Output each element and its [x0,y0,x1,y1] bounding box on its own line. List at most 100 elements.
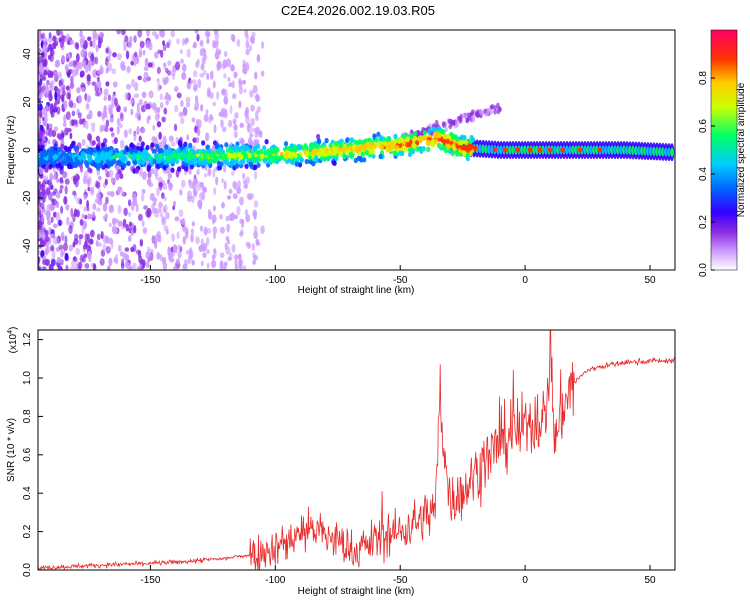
spectrogram-cell [153,136,158,142]
spectrogram-cell [102,243,107,252]
spectrogram-cell [56,237,60,245]
spectrogram-cell [490,104,495,110]
spectrogram-cell [185,230,189,239]
spectrogram-cell [201,140,206,146]
spectrogram-cell [53,40,57,50]
spectrogram-cell [311,148,316,155]
spectrogram-cell [267,150,272,156]
spectrogram-cell [577,147,583,153]
spectrogram-cell [69,82,75,90]
spectrogram-cell [101,110,106,116]
spectrogram-cell [86,245,92,252]
spectrogram-cell [232,193,238,200]
spectrogram-cell [61,54,66,64]
spectrogram-cell [141,188,146,194]
spectrogram-cell [62,90,67,97]
spectrogram-cell [357,139,363,145]
spectrogram-cell [199,73,205,78]
spectrogram-cell [215,176,219,186]
spectrogram-cell [73,175,77,185]
spectrogram-cell [349,137,354,143]
spectrogram-cell [123,106,128,113]
spectrogram-cell [116,53,122,61]
spectrogram-cell [283,141,289,147]
spectrogram-cell [105,47,109,54]
spectrogram-cell [168,135,174,142]
spectrogram-y-label: Frequency (Hz) [6,116,17,185]
snr-frame [37,329,676,571]
spectrogram-cell [238,100,242,109]
spectrogram-cell [46,79,50,86]
spectrogram-cell [96,145,101,151]
spectrogram-cell [188,169,192,175]
spectrogram-cell [79,30,83,38]
spectrogram-cell [68,69,73,74]
spectrogram-cell [178,111,184,118]
colorbar-tick-label: 0.8 [698,71,709,85]
spectrogram-cell [194,30,199,34]
spectrogram-cell [226,195,232,200]
snr-y-label: SNR (10 * v/v) [6,418,17,482]
spectrogram-cell [147,115,151,121]
spectrogram-cell [105,119,110,128]
snr-x-ticks: -150 -100 -50 0 50 [140,565,656,586]
spectrogram-cell [96,79,102,89]
spectrogram-cell [144,57,149,67]
spectrogram-cell [78,237,82,246]
spectrogram-cell [219,252,225,259]
spectrogram-cell [243,183,248,189]
spectrogram-cell [63,100,68,110]
spectrogram-cell [92,147,97,153]
spectrogram-cell [193,106,198,112]
spectrogram-cell [467,145,473,151]
spectrogram-cell [56,256,62,264]
spectrogram-cell [85,148,90,154]
spectrogram-cell [372,144,377,150]
spectrogram-cell [314,155,319,161]
spectrogram-cell [476,112,480,119]
colorbar: 0.0 0.2 0.4 0.6 0.8 Normalized spectral ampl… [698,29,747,277]
spectrogram-cell [228,252,233,261]
spectrogram-cell [212,226,218,235]
spectrogram-cell [38,42,41,48]
spectrogram-cell [76,62,80,72]
spectrogram-cell [108,257,113,267]
spectrogram-cell [109,127,114,132]
spectrogram-cell [261,41,265,49]
spectrogram-cell [170,69,176,77]
spectrogram-cell [87,133,92,141]
spectrogram-cell [244,208,249,216]
spectrogram-cell [46,203,51,213]
spectrogram-cell [244,145,250,151]
spectrogram-cell [537,147,543,153]
snr-background [38,330,675,570]
spectrogram-cell [71,259,76,267]
spectrogram-cell [195,95,199,103]
spectrogram-cell [39,230,45,239]
spectrogram-cell [96,192,101,200]
spectrogram-cell [218,111,223,117]
spectrogram-cell [238,87,244,95]
spectrogram-cell [299,157,304,163]
spectrogram-cell [65,85,70,91]
spectrogram-cell [170,30,176,38]
spectrogram-cell [152,124,156,131]
spectrogram-cell [98,175,102,181]
spectrogram-cell [338,150,344,157]
spectrogram-cell [52,35,57,42]
spectrogram-cell [58,154,63,160]
spectrogram-cell [182,148,187,154]
spectrogram-cell [515,147,521,153]
spectrogram-cell [392,150,397,156]
spectrogram-cell [212,101,217,107]
spectrogram-cell [199,49,203,57]
spectrogram-cell [279,154,284,161]
spectrogram-cell [206,87,211,95]
spectrogram-cell [152,158,157,165]
spectrogram-cell [231,244,236,253]
spectrogram-cell [405,136,411,142]
spectrogram-cell [405,141,410,148]
spectrogram-cell [79,218,84,226]
spectrogram-cell [201,191,206,201]
spectrogram-cell [191,259,195,266]
